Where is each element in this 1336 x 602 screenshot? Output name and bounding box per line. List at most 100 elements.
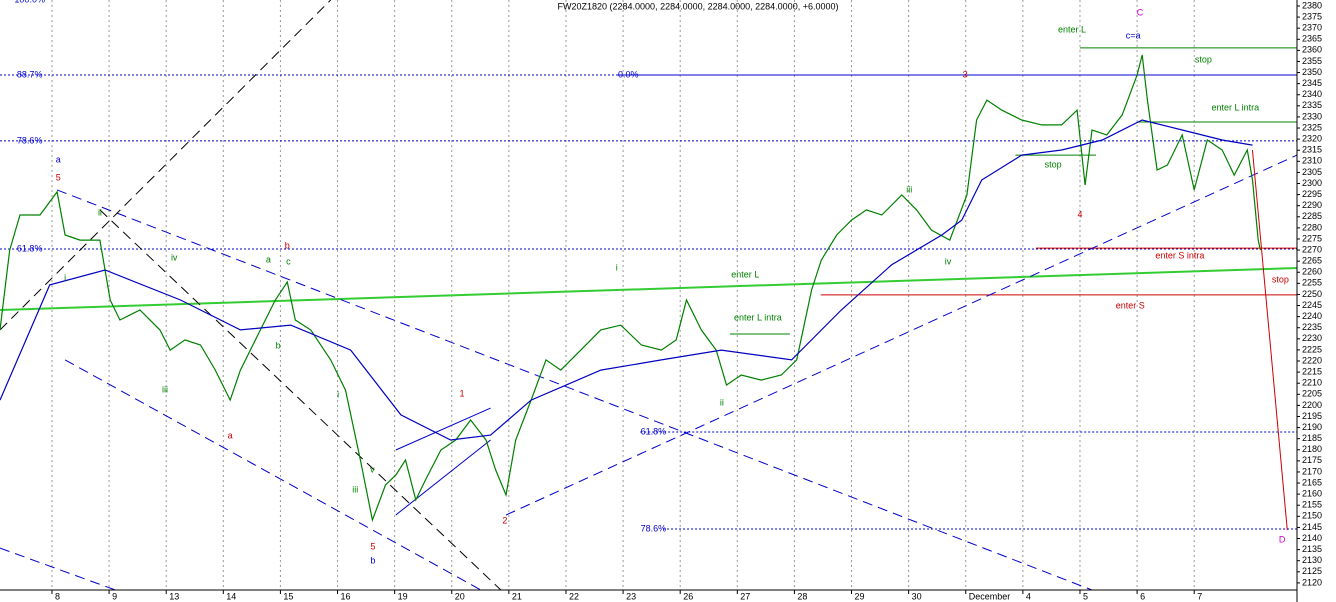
y-tick-label: 2355: [1302, 56, 1322, 66]
x-tick-label: 4: [1026, 591, 1031, 601]
y-tick-label: 2330: [1302, 111, 1322, 121]
x-tick-label: 14: [226, 591, 236, 601]
y-tick-label: 2215: [1302, 366, 1322, 376]
y-tick-label: 2205: [1302, 389, 1322, 399]
x-tick-label: 9: [112, 591, 117, 601]
y-tick-label: 2275: [1302, 233, 1322, 243]
y-tick-label: 2125: [1302, 566, 1322, 576]
x-tick-label: 13: [169, 591, 179, 601]
y-tick-label: 2325: [1302, 122, 1322, 132]
y-tick-label: 2295: [1302, 189, 1322, 199]
y-tick-label: 2220: [1302, 355, 1322, 365]
y-tick-label: 2190: [1302, 422, 1322, 432]
annotation: C: [1137, 7, 1144, 17]
annotation: iv: [945, 256, 952, 266]
y-tick-label: 2280: [1302, 222, 1322, 232]
annotation: 61.8%: [17, 243, 43, 253]
trend-line: [99, 209, 502, 591]
x-tick-label: 19: [398, 591, 408, 601]
y-tick-label: 2360: [1302, 45, 1322, 55]
x-tick-label: 27: [740, 591, 750, 601]
y-tick-label: 2170: [1302, 466, 1322, 476]
trend-line: [395, 407, 491, 451]
y-tick-label: 2300: [1302, 178, 1322, 188]
y-tick-label: 2240: [1302, 311, 1322, 321]
annotation: c=a: [1126, 30, 1141, 40]
y-tick-label: 2365: [1302, 34, 1322, 44]
annotation: enter S intra: [1155, 250, 1204, 260]
x-tick-label: 29: [855, 591, 865, 601]
annotation: stop: [1195, 54, 1212, 64]
annotation: b: [370, 555, 375, 565]
annotation: stop: [1272, 274, 1289, 284]
annotation: 2: [502, 515, 507, 525]
x-tick-label: 23: [626, 591, 636, 601]
annotation: iv: [171, 252, 178, 262]
moving-average: [0, 119, 1253, 441]
y-tick-label: 2195: [1302, 411, 1322, 421]
annotation: iii: [906, 184, 912, 194]
x-tick-label: 16: [341, 591, 351, 601]
annotation: a: [228, 430, 233, 440]
price-line: [0, 54, 1261, 523]
y-tick-label: 2160: [1302, 489, 1322, 499]
y-tick-label: 2245: [1302, 300, 1322, 310]
chart-title: FW20Z1820 (2284.0000, 2284.0000, 2284.00…: [558, 1, 839, 11]
x-tick-label: 28: [797, 591, 807, 601]
y-tick-label: 2260: [1302, 267, 1322, 277]
trend-line: [395, 439, 491, 516]
plot-area: 100.0%88.7%78.6%61.8%0.0%61.8%78.6%a5iii…: [0, 0, 1298, 591]
y-tick-label: 2130: [1302, 555, 1322, 565]
y-tick-label: 2320: [1302, 133, 1322, 143]
y-tick-label: 2225: [1302, 344, 1322, 354]
x-tick-label: 15: [283, 591, 293, 601]
y-tick-label: 2175: [1302, 455, 1322, 465]
y-tick-label: 2380: [1302, 0, 1322, 10]
annotation: enter L: [1058, 24, 1086, 34]
trend-line: [505, 154, 1298, 516]
trend-line: [1251, 149, 1288, 531]
annotation: b: [276, 340, 281, 350]
annotation: i: [337, 389, 339, 399]
annotation: 88.7%: [17, 69, 43, 79]
y-tick-label: 2255: [1302, 278, 1322, 288]
y-tick-label: 2180: [1302, 444, 1322, 454]
trend-line: [0, 547, 116, 591]
y-tick-label: 2150: [1302, 511, 1322, 521]
trend-line: [0, 267, 1298, 311]
trend-line: [56, 189, 1093, 591]
y-tick-label: 2155: [1302, 500, 1322, 510]
annotation: iii: [352, 484, 358, 494]
x-tick-label: 20: [455, 591, 465, 601]
annotation: 78.6%: [17, 135, 43, 145]
annotation: a: [56, 154, 61, 164]
annotation: 100.0%: [14, 0, 45, 4]
annotation: enter S: [1116, 300, 1145, 310]
y-tick-label: 2335: [1302, 100, 1322, 110]
annotation: a: [266, 254, 271, 264]
annotation: b: [285, 240, 290, 250]
y-tick-label: 2305: [1302, 167, 1322, 177]
x-tick-label: 8: [55, 591, 60, 601]
annotation: 5: [56, 172, 61, 182]
y-tick-label: 2120: [1302, 577, 1322, 587]
annotation: stop: [1045, 159, 1062, 169]
x-tick-label: 22: [569, 591, 579, 601]
x-tick-label: 6: [1140, 591, 1145, 601]
y-tick-label: 2290: [1302, 200, 1322, 210]
y-tick-label: 2135: [1302, 544, 1322, 554]
y-tick-label: 2270: [1302, 244, 1322, 254]
y-tick-label: 2145: [1302, 522, 1322, 532]
x-tick-label: 7: [1197, 591, 1202, 601]
x-tick-label: 5: [1083, 591, 1088, 601]
y-tick-label: 2165: [1302, 477, 1322, 487]
y-tick-label: 2140: [1302, 533, 1322, 543]
annotation: enter L: [731, 269, 759, 279]
annotation: c: [286, 256, 291, 266]
annotation: 1: [460, 388, 465, 398]
annotation: 61.8%: [641, 426, 667, 436]
annotation: 5: [370, 541, 375, 551]
trend-line: [0, 0, 332, 331]
